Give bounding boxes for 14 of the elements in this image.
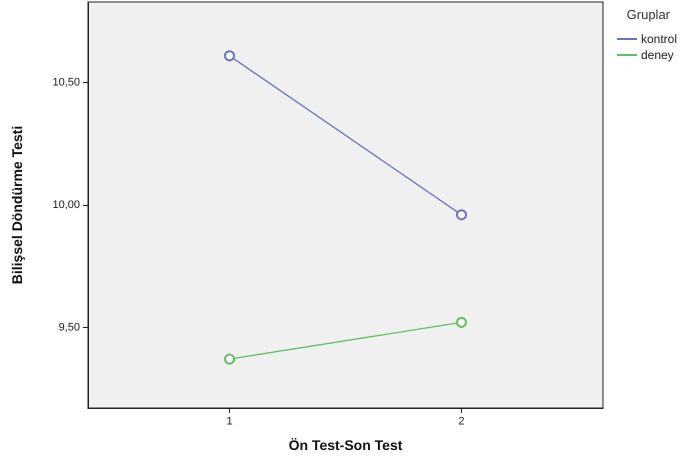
y-axis-title: Bilişsel Döndürme Testi — [9, 126, 25, 284]
x-tick-label: 1 — [226, 416, 233, 428]
point — [456, 316, 467, 328]
y-tick-label: 9,50 — [58, 321, 80, 334]
legend-label: kontrol — [640, 32, 678, 46]
legend-title: Gruplar — [626, 7, 671, 22]
point — [224, 50, 236, 62]
point — [456, 209, 467, 220]
x-axis-title: Ön Test-Son Test — [288, 437, 403, 453]
y-tick-label: 10,00 — [52, 199, 80, 211]
y-tick-label: 10,50 — [52, 76, 80, 89]
point — [224, 354, 236, 365]
x-tick-label: 2 — [458, 416, 465, 428]
legend-label: deney — [640, 48, 674, 62]
